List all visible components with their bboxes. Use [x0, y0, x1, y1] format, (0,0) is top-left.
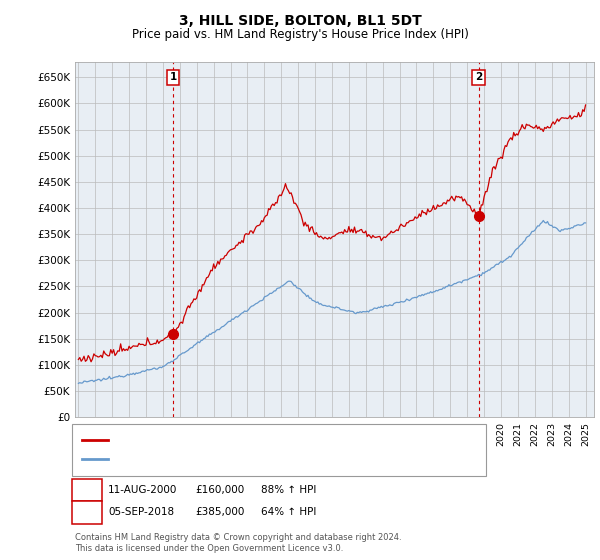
- Text: HPI: Average price, detached house, Bolton: HPI: Average price, detached house, Bolt…: [112, 454, 329, 464]
- Text: 3, HILL SIDE, BOLTON, BL1 5DT: 3, HILL SIDE, BOLTON, BL1 5DT: [179, 14, 421, 28]
- Text: 2: 2: [475, 72, 482, 82]
- Text: £385,000: £385,000: [195, 507, 244, 517]
- Text: 1: 1: [83, 485, 91, 495]
- Text: 88% ↑ HPI: 88% ↑ HPI: [261, 485, 316, 495]
- Text: 3, HILL SIDE, BOLTON, BL1 5DT (detached house): 3, HILL SIDE, BOLTON, BL1 5DT (detached …: [112, 435, 358, 445]
- Text: Price paid vs. HM Land Registry's House Price Index (HPI): Price paid vs. HM Land Registry's House …: [131, 28, 469, 41]
- Text: 2: 2: [83, 507, 91, 517]
- Text: 05-SEP-2018: 05-SEP-2018: [108, 507, 174, 517]
- Text: Contains HM Land Registry data © Crown copyright and database right 2024.
This d: Contains HM Land Registry data © Crown c…: [75, 533, 401, 553]
- Text: 11-AUG-2000: 11-AUG-2000: [108, 485, 178, 495]
- Text: 1: 1: [169, 72, 176, 82]
- Text: £160,000: £160,000: [195, 485, 244, 495]
- Text: 64% ↑ HPI: 64% ↑ HPI: [261, 507, 316, 517]
